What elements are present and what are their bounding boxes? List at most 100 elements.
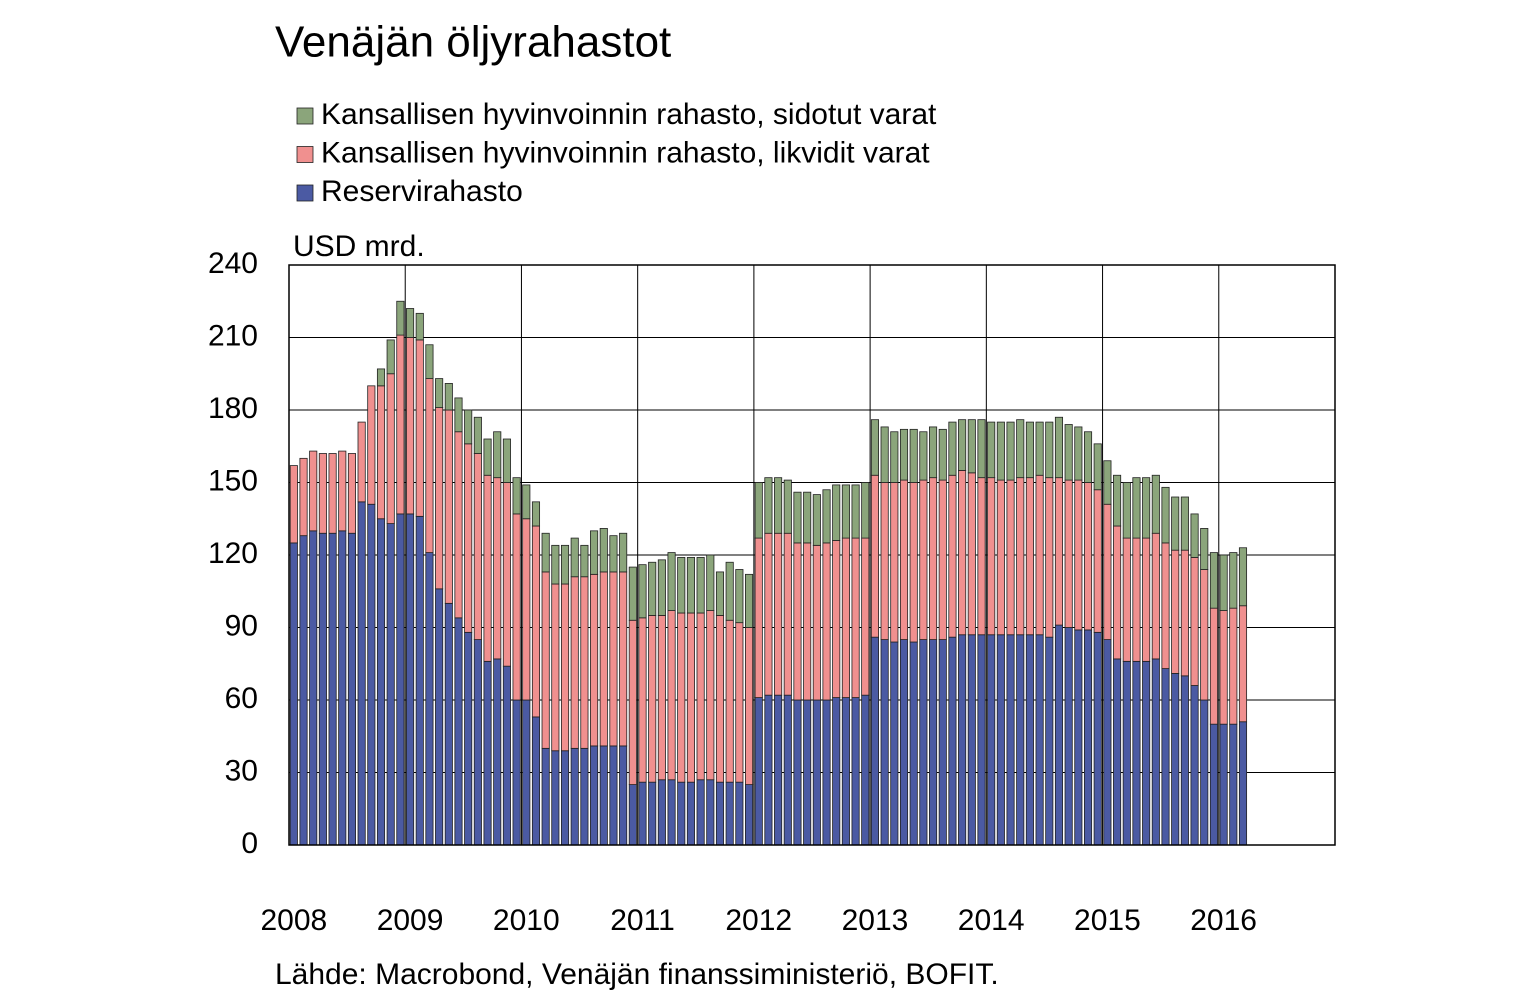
bar-segment [493,477,502,660]
bar-segment [1200,569,1209,701]
bar-segment [686,612,695,783]
bar-segment [299,457,308,537]
bar-segment [1132,477,1141,539]
bar-segment [851,484,860,539]
bar-segment [745,627,754,785]
bar-segment [977,477,986,636]
bar-segment [938,479,947,640]
bar-segment [803,491,812,544]
bar-segment [725,561,734,621]
bar-segment [318,532,327,846]
bar-segment [1209,607,1218,725]
bar-segment [396,513,405,846]
bar-segment [667,779,676,846]
bar-segment [1035,634,1044,846]
bar-segment [725,781,734,846]
bar-segment [493,658,502,846]
bar-segment [677,612,686,783]
y-tick-label: 90 [225,609,258,642]
y-tick-label: 120 [208,537,258,570]
bar-segment [1113,525,1122,660]
bar-segment [328,532,337,846]
bar-segment [774,477,783,534]
bar-segment [1219,723,1228,846]
bar-segment [435,407,444,590]
bar-segment [406,513,415,846]
y-tick-label: 240 [208,247,258,280]
bar-segment [386,339,395,375]
bar-segment [396,334,405,515]
bar-segment [1171,496,1180,551]
bar-segment [1016,419,1025,479]
bar-segment [551,750,560,846]
bar-segment [1209,552,1218,609]
bar-segment [386,523,395,846]
bar-segment [580,747,589,846]
bar-segment [1093,443,1102,491]
bar-segment [764,477,773,534]
bar-segment [1025,477,1034,636]
bar-segment [899,428,909,481]
bar-segment [541,532,550,573]
bar-segment [677,557,686,614]
legend-label: Kansallisen hyvinvoinnin rahasto, sidotu… [321,98,937,131]
bar-segment [706,610,715,781]
bar-segment [1103,503,1112,640]
bar-segment [599,528,608,573]
bar-segment [1113,658,1122,846]
bar-segment [967,634,976,846]
bar-segment [1190,557,1199,686]
bar-segment [367,503,376,846]
bar-segment [473,639,482,846]
bar-segment [803,542,812,701]
bar-segment [357,421,366,503]
bar-segment [338,450,347,532]
bar-segment [1074,629,1083,846]
bar-segment [590,573,599,747]
bar-segment [725,619,734,783]
bar-segment [1045,636,1054,846]
bar-segment [987,634,996,846]
bar-segment [996,479,1005,636]
bar-segment [502,482,511,667]
bar-segment [464,443,473,633]
bar-segment [338,530,347,846]
bar-segment [1006,421,1015,481]
bar-segment [909,641,918,846]
bar-segment [580,544,589,578]
bar-segment [435,588,444,846]
x-tick-label: 2014 [958,904,1025,937]
bar-segment [309,450,318,532]
bar-segment [1229,607,1238,725]
bar-segment [425,344,434,379]
bar-segment [754,697,763,846]
bar-segment [929,426,938,479]
bar-segment [1045,477,1054,638]
bar-segment [948,421,957,476]
bar-segment [289,465,298,544]
bar-segment [512,477,521,515]
bar-segment [1229,723,1238,846]
bar-segment [967,419,976,474]
bar-segment [870,636,879,846]
bar-segment [1054,624,1064,846]
bar-segment [715,781,725,846]
bar-segment [996,634,1005,846]
bar-segment [696,779,705,846]
bar-segment [841,484,850,539]
bar-segment [502,665,511,846]
bar-segment [696,557,705,614]
bar-segment [1209,723,1218,846]
bar-segment [822,542,831,701]
bar-segment [1074,479,1083,631]
bar-segment [425,552,434,846]
bar-segment [590,530,599,575]
bar-segment [473,453,482,640]
bar-segment [483,474,492,662]
bar-segment [347,532,356,846]
bar-segment [938,428,947,481]
bar-segment [367,385,376,505]
bar-segment [958,634,967,846]
y-tick-label: 30 [225,754,258,787]
bar-segment [531,716,541,846]
